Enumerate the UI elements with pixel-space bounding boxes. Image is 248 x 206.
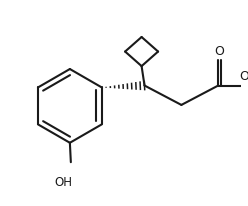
Text: O: O (240, 69, 248, 82)
Text: OH: OH (54, 175, 72, 188)
Text: O: O (214, 45, 224, 58)
